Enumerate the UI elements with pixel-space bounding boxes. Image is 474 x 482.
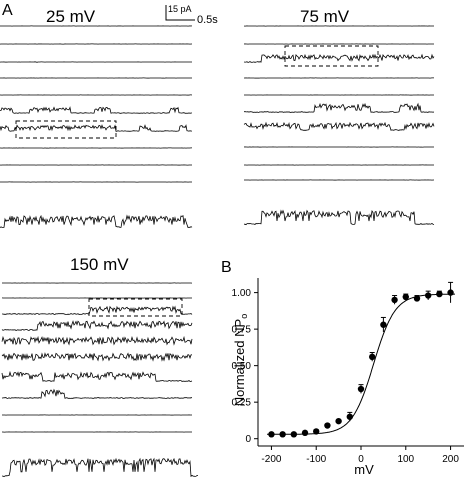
- data-point-1: [279, 431, 286, 438]
- trace-150mv-expanded: [1, 457, 199, 478]
- x-tick-label-2: 0: [358, 454, 364, 465]
- data-point-14: [424, 292, 432, 299]
- x-tick-label-3: 100: [397, 454, 414, 465]
- data-point-7: [346, 413, 354, 420]
- trace-75mv-7: [243, 121, 435, 131]
- y-tick-label-0: 0: [245, 434, 251, 445]
- condition-label-150mv: 150 mV: [70, 255, 129, 274]
- scale-bar: 15 pA 0.5s: [165, 4, 218, 26]
- trace-150mv-3: [2, 305, 193, 315]
- scale-bar-lines: [165, 5, 195, 21]
- trace-25mv-6: [0, 106, 192, 114]
- data-point-16: [447, 289, 454, 296]
- y-axis-label-subscript: o: [239, 314, 249, 319]
- trace-75mv-expanded: [244, 209, 435, 226]
- data-point-6: [335, 417, 342, 425]
- panel-b-letter: B: [221, 259, 232, 276]
- y-tick-label-3: 0.75: [232, 325, 252, 336]
- x-tick-label-4: 200: [442, 454, 459, 465]
- scale-bar-current-label: 15 pA: [168, 4, 192, 14]
- data-point-2: [290, 431, 298, 438]
- x-axis-label: mV: [354, 462, 374, 477]
- trace-150mv-5: [1, 335, 193, 346]
- data-point-0: [268, 431, 275, 438]
- expanded-region-box-25mv: [15, 120, 117, 139]
- data-point-12: [402, 293, 409, 301]
- current-traces: [0, 25, 435, 478]
- trace-150mv-4: [1, 320, 193, 331]
- trace-150mv-6: [1, 352, 193, 362]
- expanded-region-box-75mv: [284, 45, 379, 67]
- y-axis-label-text: Normalized NP: [232, 319, 247, 406]
- boltzmann-fit-curve: [267, 293, 455, 435]
- x-tick-label-1: -100: [306, 454, 326, 465]
- data-point-8: [357, 385, 365, 393]
- condition-label-75mv: 75 mV: [300, 7, 350, 26]
- data-point-9: [368, 353, 376, 361]
- data-point-4: [313, 428, 320, 435]
- scale-bar-time-label: 0.5s: [197, 14, 218, 26]
- y-axis-label: Normalized NPo: [232, 314, 249, 406]
- panel-a-letter: A: [2, 2, 13, 19]
- trace-25mv-7: [0, 124, 193, 132]
- data-point-10: [380, 321, 387, 328]
- npo-voltage-chart: Normalized NPo mV -200 -100 0 100 200 0 0.25 0.…: [232, 278, 464, 477]
- trace-150mv-8: [1, 388, 193, 399]
- data-point-11: [391, 296, 398, 304]
- trace-150mv-7: [1, 370, 193, 382]
- y-tick-label-4: 1.00: [232, 288, 252, 299]
- y-tick-label-1: 0.25: [232, 398, 252, 409]
- condition-label-25mv: 25 mV: [46, 7, 96, 26]
- data-point-3: [301, 429, 309, 437]
- trace-25mv-3: [0, 61, 192, 63]
- y-tick-label-2: 0.50: [232, 361, 252, 372]
- data-point-5: [324, 422, 331, 429]
- expanded-region-box-150mv: [88, 298, 183, 317]
- trace-25mv-expanded: [0, 214, 193, 228]
- data-point-15: [436, 290, 443, 298]
- x-tick-label-0: -200: [261, 454, 281, 465]
- data-point-13: [413, 295, 421, 302]
- trace-75mv-3: [243, 53, 435, 63]
- trace-75mv-6: [243, 102, 435, 113]
